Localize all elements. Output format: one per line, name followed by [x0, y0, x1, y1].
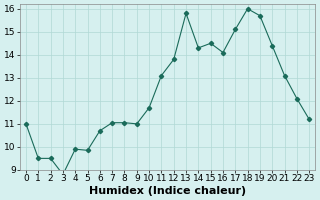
X-axis label: Humidex (Indice chaleur): Humidex (Indice chaleur) — [89, 186, 246, 196]
